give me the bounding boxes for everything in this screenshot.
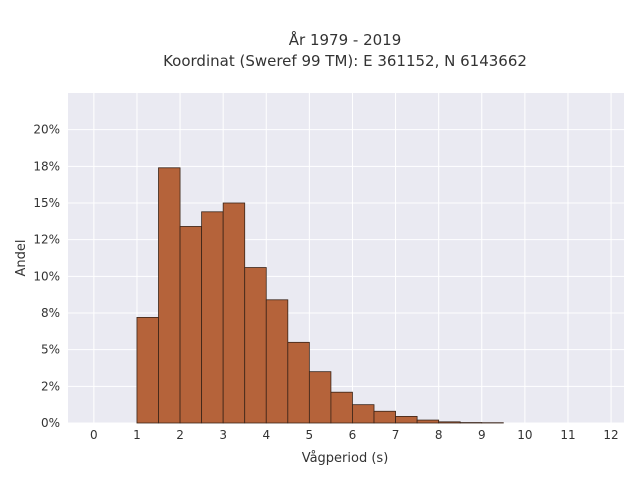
y-axis-ticks: 0% 2% 5% 8% 10% 12% 15% 18% 20% [33,123,60,430]
histogram-bar [222,202,246,424]
histogram-bar [265,299,289,424]
x-tick-label: 5 [306,428,314,442]
y-tick-label: 5% [41,343,60,357]
y-tick-label: 20% [33,123,60,137]
histogram-bar [395,415,418,424]
chart-title-line-2: Koordinat (Sweref 99 TM): E 361152, N 61… [163,52,527,70]
y-axis-label: Andel [14,240,29,277]
y-tick-label: 18% [33,159,60,173]
histogram-bar [330,391,353,424]
histogram-bar [416,419,440,424]
x-tick-label: 12 [603,428,618,442]
grid-lines [68,93,624,424]
x-tick-label: 7 [392,428,400,442]
y-tick-label: 2% [41,379,60,393]
histogram-bar [201,211,224,424]
x-tick-label: 10 [517,428,532,442]
y-tick-label: 8% [41,306,60,320]
y-tick-label: 15% [33,196,60,210]
chart-title-line-1: År 1979 - 2019 [289,30,402,49]
x-tick-label: 11 [560,428,575,442]
histogram-bar [373,410,396,424]
x-tick-label: 8 [435,428,443,442]
histogram-bar [136,316,159,424]
y-tick-label: 0% [41,416,60,430]
x-tick-label: 1 [133,428,141,442]
x-tick-label: 4 [262,428,270,442]
histogram-bars [136,167,504,424]
x-axis-label: Vågperiod (s) [302,451,389,466]
histogram-bar [158,167,181,424]
y-tick-label: 10% [33,269,60,283]
x-axis-ticks: 0 1 2 3 4 5 6 7 8 9 10 11 12 [90,428,619,442]
x-tick-label: 2 [176,428,184,442]
x-tick-label: 0 [90,428,98,442]
histogram-bar [179,226,203,424]
x-tick-label: 3 [219,428,227,442]
histogram-bar [352,404,375,424]
histogram-bar [308,371,332,424]
histogram-bar [438,421,461,424]
x-tick-label: 6 [349,428,357,442]
y-tick-label: 12% [33,233,60,247]
histogram-bar [244,267,267,424]
x-tick-label: 9 [478,428,486,442]
histogram-bar [287,341,310,424]
